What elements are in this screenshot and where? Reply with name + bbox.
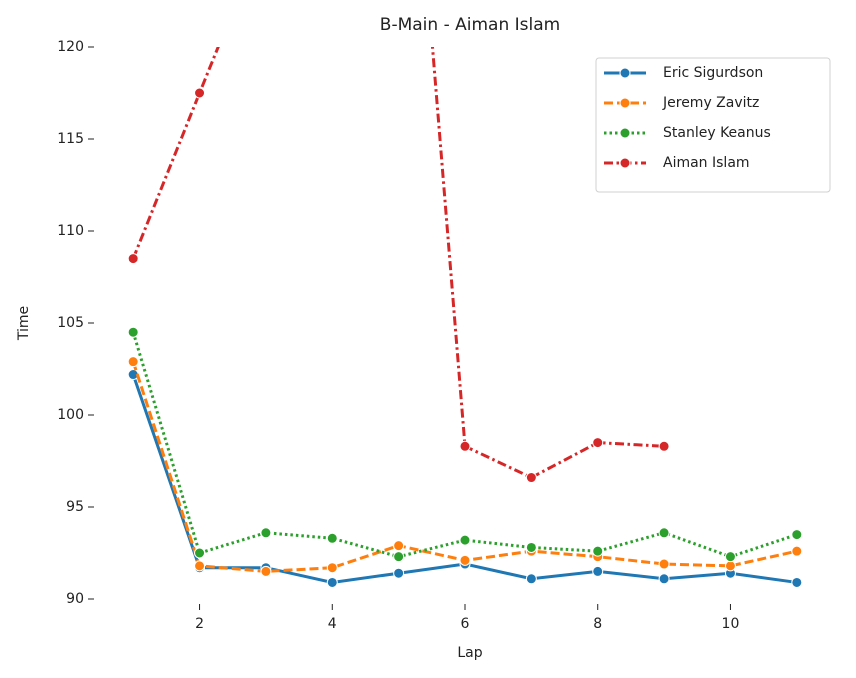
legend-label: Eric Sigurdson [663, 65, 763, 81]
data-point [724, 551, 736, 563]
data-point [194, 560, 206, 572]
data-point [791, 576, 803, 588]
data-point [592, 565, 604, 577]
data-point [393, 540, 405, 552]
y-tick-label: 100 [57, 407, 84, 423]
data-point [658, 440, 670, 452]
data-point [658, 527, 670, 539]
y-tick-label: 120 [57, 39, 84, 55]
series-line [131, 374, 798, 584]
x-tick-label: 6 [461, 616, 470, 632]
x-tick-label: 10 [722, 616, 740, 632]
data-point [525, 573, 537, 585]
data-point [260, 527, 272, 539]
y-tick-label: 90 [66, 591, 84, 607]
data-point [525, 472, 537, 484]
data-point [127, 253, 139, 265]
legend-marker [619, 67, 631, 79]
data-point [459, 440, 471, 452]
x-tick-label: 2 [195, 616, 204, 632]
legend-marker [619, 157, 631, 169]
y-tick-label: 95 [66, 499, 84, 515]
legend-label: Aiman Islam [663, 155, 750, 171]
data-point [459, 554, 471, 566]
data-point [326, 532, 338, 544]
data-point [592, 437, 604, 449]
legend-box [595, 57, 831, 193]
series-line [131, 331, 798, 559]
data-point [194, 87, 206, 99]
data-point [459, 534, 471, 546]
y-tick-label: 105 [57, 315, 84, 331]
x-tick-label: 4 [328, 616, 337, 632]
x-tick-label: 8 [593, 616, 602, 632]
legend-label: Jeremy Zavitz [662, 95, 759, 111]
y-tick-label: 110 [57, 223, 84, 239]
x-axis-label: Lap [457, 645, 482, 661]
series-line [131, 47, 665, 480]
y-axis-label: Time [16, 306, 32, 341]
legend-label: Stanley Keanus [663, 125, 771, 141]
data-point [724, 560, 736, 572]
data-point [127, 356, 139, 368]
data-point [326, 576, 338, 588]
data-point [127, 326, 139, 338]
data-point [592, 545, 604, 557]
y-tick-label: 115 [57, 131, 84, 147]
plot-area [127, 47, 803, 588]
legend-marker [619, 97, 631, 109]
data-point [791, 545, 803, 557]
data-point [658, 558, 670, 570]
legend-marker [619, 127, 631, 139]
data-point [260, 565, 272, 577]
data-point [791, 529, 803, 541]
data-point [393, 551, 405, 563]
data-point [326, 562, 338, 574]
data-point [194, 547, 206, 559]
data-point [393, 567, 405, 579]
data-point [525, 541, 537, 553]
data-point [658, 573, 670, 585]
chart-title: B-Main - Aiman Islam [380, 15, 560, 35]
